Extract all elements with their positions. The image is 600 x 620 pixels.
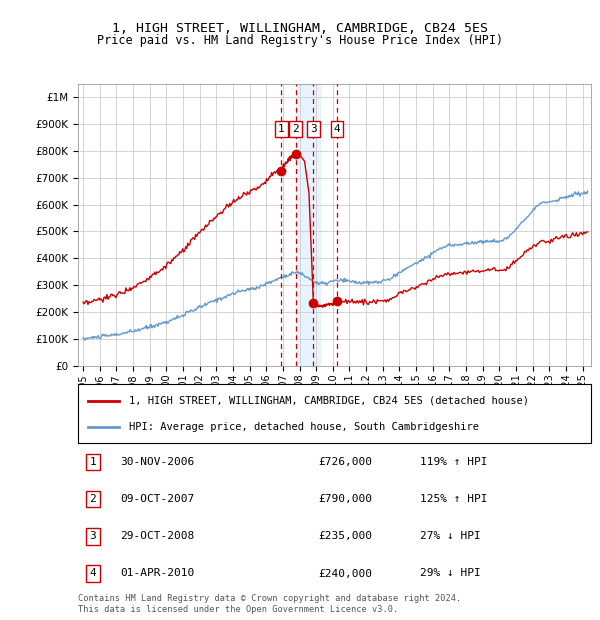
Bar (296, 84, 320, 366)
Text: 2: 2 (292, 125, 299, 135)
Text: This data is licensed under the Open Government Licence v3.0.: This data is licensed under the Open Gov… (78, 604, 398, 614)
Text: 1: 1 (278, 125, 285, 135)
Text: HPI: Average price, detached house, South Cambridgeshire: HPI: Average price, detached house, Sout… (130, 422, 479, 432)
Text: 1, HIGH STREET, WILLINGHAM, CAMBRIDGE, CB24 5ES: 1, HIGH STREET, WILLINGHAM, CAMBRIDGE, C… (112, 22, 488, 35)
Text: 29% ↓ HPI: 29% ↓ HPI (420, 569, 481, 578)
Text: 4: 4 (334, 125, 340, 135)
Text: 29-OCT-2008: 29-OCT-2008 (120, 531, 194, 541)
Text: £726,000: £726,000 (318, 457, 372, 467)
Text: 09-OCT-2007: 09-OCT-2007 (120, 494, 194, 504)
Text: £235,000: £235,000 (318, 531, 372, 541)
Text: Price paid vs. HM Land Registry's House Price Index (HPI): Price paid vs. HM Land Registry's House … (97, 34, 503, 47)
Text: £790,000: £790,000 (318, 494, 372, 504)
Text: 3: 3 (89, 531, 97, 541)
Text: £240,000: £240,000 (318, 569, 372, 578)
Text: 27% ↓ HPI: 27% ↓ HPI (420, 531, 481, 541)
Text: Contains HM Land Registry data © Crown copyright and database right 2024.: Contains HM Land Registry data © Crown c… (78, 593, 461, 603)
Text: 2: 2 (89, 494, 97, 504)
Text: 1: 1 (89, 457, 97, 467)
Text: 1, HIGH STREET, WILLINGHAM, CAMBRIDGE, CB24 5ES (detached house): 1, HIGH STREET, WILLINGHAM, CAMBRIDGE, C… (130, 396, 529, 406)
Text: 01-APR-2010: 01-APR-2010 (120, 569, 194, 578)
Text: 119% ↑ HPI: 119% ↑ HPI (420, 457, 487, 467)
Text: 4: 4 (89, 569, 97, 578)
Text: 125% ↑ HPI: 125% ↑ HPI (420, 494, 487, 504)
Text: 3: 3 (310, 125, 317, 135)
Text: 30-NOV-2006: 30-NOV-2006 (120, 457, 194, 467)
